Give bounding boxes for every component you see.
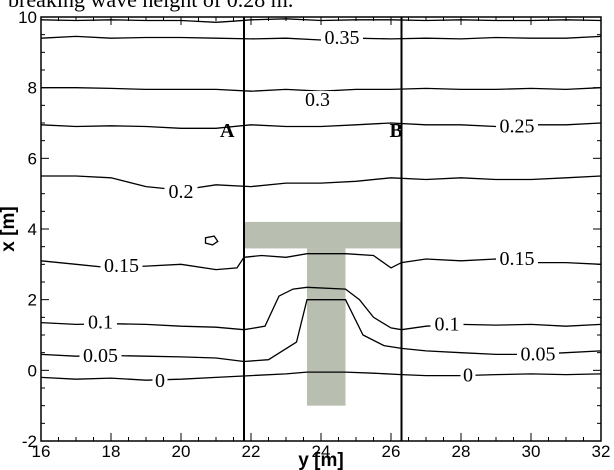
contour-label: 0: [463, 365, 473, 387]
contour-label-bg: [321, 29, 363, 48]
contour-line-0_2: [41, 175, 602, 191]
x-tick-label: 30: [522, 442, 541, 461]
contour-label-layer: 0 0 0.05 0.05 0.1 0.1 0.15 0.15 0.2 0.25 0.3 0.35: [79, 27, 559, 392]
contour-label: 0.3: [305, 89, 330, 111]
y-tick-label: 2: [28, 291, 37, 310]
x-tick-label: 22: [242, 442, 261, 461]
x-tick-label: 18: [102, 442, 121, 461]
contour-line-0_05: [40, 299, 602, 363]
figure-caption: breaking wave height of 0.28 m.: [8, 0, 293, 13]
contour-label: 0.15: [500, 248, 535, 270]
contour-label: 0: [155, 370, 165, 392]
contour-layer: [40, 18, 602, 381]
contour-label-bg: [164, 182, 198, 201]
contour-label-bg: [496, 117, 538, 136]
y-axis-label: x [m]: [0, 206, 19, 251]
y-tick-label: 8: [28, 79, 37, 98]
x-tick-label: 20: [172, 442, 191, 461]
section-label-b: B: [390, 120, 403, 142]
x-tick-label: 26: [382, 442, 401, 461]
contour-label-bg: [430, 315, 464, 334]
contour-label-bg: [79, 347, 122, 366]
y-tick-label: 10: [18, 8, 37, 27]
contour-line-0_15: [204, 235, 219, 246]
y-tick-label: 0: [28, 361, 37, 380]
contour-label: 0.2: [169, 181, 194, 203]
x-tick-label: 28: [452, 442, 471, 461]
x-axis-label: y [m]: [298, 450, 343, 470]
x-tick-label: 32: [592, 442, 611, 461]
contour-label-bg: [100, 257, 143, 276]
contour-label-bg: [517, 345, 559, 364]
contour-line-0_1: [40, 286, 602, 331]
contour-label-bg: [496, 250, 538, 269]
contour-label: 0.05: [521, 343, 556, 365]
y-tick-label: 6: [28, 149, 37, 168]
y-tick-label: -2: [22, 432, 37, 451]
contour-label: 0.1: [435, 313, 460, 335]
contour-label: 0.35: [325, 27, 360, 49]
contour-label: 0.15: [104, 255, 139, 277]
section-label-a: A: [220, 120, 235, 142]
structure-crossbar: [244, 221, 402, 249]
contour-label: 0.25: [500, 116, 535, 138]
contour-label: 0.1: [88, 312, 113, 334]
contour-label-bg: [84, 313, 117, 332]
contour-label: 0.05: [83, 345, 118, 367]
contour-line-0: [40, 371, 602, 381]
structure-stem: [307, 248, 346, 406]
x-tick-label: 24: [312, 442, 331, 461]
y-tick-label: 4: [28, 220, 37, 239]
contour-label-bg: [301, 91, 334, 110]
x-tick-label: 16: [32, 442, 51, 461]
contour-label-bg: [460, 366, 476, 385]
contour-label-bg: [152, 371, 168, 390]
structure-layer: [244, 221, 402, 406]
contour-line-0_15: [40, 253, 602, 271]
